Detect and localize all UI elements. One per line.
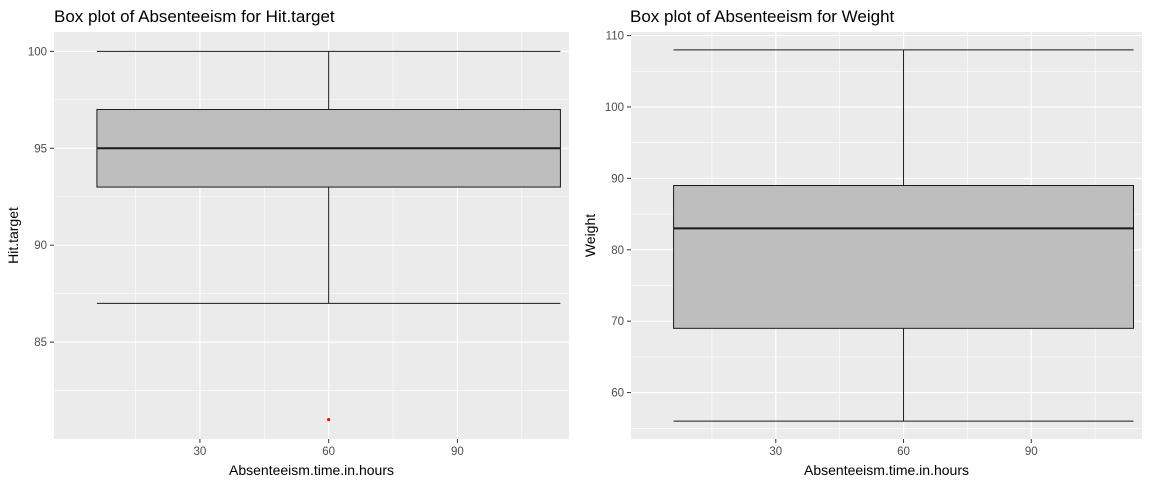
x-axis-label: Absenteeism.time.in.hours (804, 462, 969, 478)
y-tick-label: 85 (34, 337, 47, 349)
x-axis-label: Absenteeism.time.in.hours (229, 462, 394, 478)
y-tick-label: 70 (611, 316, 624, 328)
x-axis-ticks: 30 60 90 (769, 439, 1038, 458)
y-tick-label: 95 (34, 143, 47, 155)
y-tick-label: 60 (611, 388, 624, 400)
y-tick-label: 90 (611, 173, 624, 185)
chart-title: Box plot of Absenteeism for Weight (630, 7, 895, 26)
y-tick-label: 90 (34, 240, 47, 252)
y-axis-ticks: 85 90 95 100 (28, 46, 54, 349)
x-tick-label: 90 (1025, 446, 1038, 458)
outlier-points (327, 418, 331, 422)
outlier-point (327, 418, 331, 422)
x-tick-label: 30 (769, 446, 782, 458)
y-tick-label: 100 (28, 46, 47, 58)
y-tick-label: 80 (611, 245, 624, 257)
box-plot-weight: Box plot of Absenteeism for Weight 60 70 8… (582, 7, 1142, 478)
y-axis-ticks: 60 70 80 90 100 110 (605, 31, 631, 400)
plot-background (54, 32, 569, 439)
x-axis-ticks: 30 60 90 (194, 439, 464, 458)
y-tick-label: 110 (606, 31, 624, 43)
x-tick-label: 90 (451, 446, 464, 458)
interquartile-box (673, 185, 1134, 329)
box-element (96, 50, 561, 304)
y-axis-label: Hit.target (5, 207, 21, 264)
x-tick-label: 60 (897, 446, 910, 458)
y-axis-label: Weight (582, 214, 598, 257)
y-tick-label: 100 (605, 102, 624, 114)
chart-title: Box plot of Absenteeism for Hit.target (54, 7, 335, 26)
box-element (673, 49, 1134, 422)
x-tick-label: 60 (322, 446, 335, 458)
x-tick-label: 30 (194, 446, 207, 458)
box-plot-hit-target: Box plot of Absenteeism for Hit.target 8… (5, 7, 569, 478)
